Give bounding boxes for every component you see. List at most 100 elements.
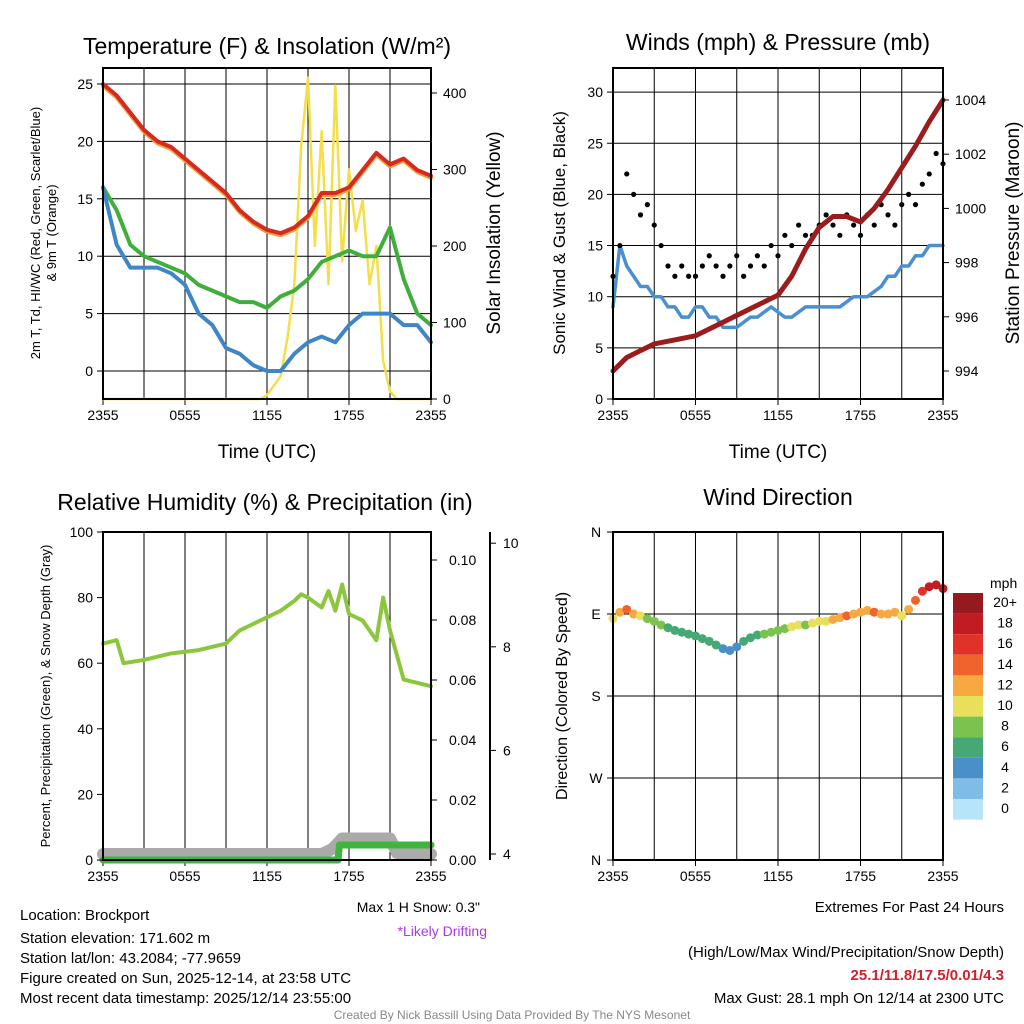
y-tick-label: 5 bbox=[85, 306, 93, 322]
footer-credit: Created By Nick Bassill Using Data Provi… bbox=[334, 1008, 691, 1022]
winds-ylabel: Sonic Wind & Gust (Blue, Black) bbox=[550, 111, 569, 355]
temperature-line bbox=[101, 82, 433, 236]
x-tick-label: 2355 bbox=[415, 868, 446, 884]
y-tick-label: 20 bbox=[587, 186, 603, 202]
gust-point bbox=[857, 232, 864, 238]
direction-point bbox=[794, 620, 804, 630]
direction-point bbox=[684, 629, 694, 639]
sonic-wind-line bbox=[611, 243, 945, 330]
plots-layer: 2355 0555 1155 1755 235505101520250100200300… bbox=[70, 67, 986, 884]
y2-tick-label: 994 bbox=[955, 363, 979, 379]
max-snow-note: Max 1 H Snow: 0.3" bbox=[357, 899, 480, 915]
y-tick-label: N bbox=[591, 524, 601, 540]
gust-point bbox=[761, 263, 767, 269]
info-created: Figure created on Sun, 2025-12-14, at 23… bbox=[20, 970, 351, 987]
direction-point bbox=[739, 636, 749, 646]
gust-point bbox=[699, 263, 705, 269]
direction-point bbox=[615, 607, 625, 617]
direction-point bbox=[663, 623, 673, 633]
gust-point bbox=[837, 232, 843, 238]
snow-depth-line bbox=[97, 832, 437, 860]
direction-point bbox=[752, 630, 762, 640]
gust-point bbox=[747, 263, 754, 269]
gust-point bbox=[933, 150, 939, 157]
x-tick-label: 2355 bbox=[927, 868, 958, 884]
y-tick-label: W bbox=[589, 770, 603, 786]
direction-point bbox=[842, 611, 852, 621]
direction-point bbox=[780, 624, 790, 634]
direction-point bbox=[622, 604, 632, 614]
temperature-ylabel-1: 2m T, Td, HI/WC (Red, Green, Scarlet/Blu… bbox=[28, 107, 43, 359]
x-tick-label: 1155 bbox=[763, 868, 793, 884]
x-tick-label: 2355 bbox=[927, 407, 958, 423]
plot-frame bbox=[102, 67, 432, 400]
y-tick-label: S bbox=[591, 688, 600, 704]
direction-point bbox=[697, 634, 707, 644]
y-tick-label: 20 bbox=[77, 133, 93, 149]
y-tick-label: 30 bbox=[587, 84, 603, 100]
gust-point bbox=[672, 273, 678, 279]
legend-label: 0 bbox=[1001, 800, 1009, 816]
direction-point bbox=[835, 613, 845, 623]
gust-point bbox=[802, 232, 809, 238]
gust-point bbox=[727, 263, 733, 269]
gust-point bbox=[720, 273, 726, 279]
x-tick-label: 2355 bbox=[597, 407, 628, 423]
info-latlon: Station lat/lon: 43.2084; -77.9659 bbox=[20, 950, 241, 967]
direction-point bbox=[904, 604, 914, 614]
direction-point bbox=[704, 636, 714, 646]
plot-frame bbox=[612, 67, 944, 400]
y2-tick-label: 0 bbox=[443, 391, 451, 407]
y-tick-label: 5 bbox=[595, 340, 603, 356]
gust-point bbox=[775, 253, 781, 259]
legend-label: 14 bbox=[997, 656, 1013, 672]
y-tick-label: 15 bbox=[77, 191, 93, 207]
info-elevation: Station elevation: 171.602 m bbox=[20, 930, 210, 947]
direction-point bbox=[766, 627, 776, 637]
x-tick-label: 1755 bbox=[333, 868, 364, 884]
x-tick-label: 1755 bbox=[845, 868, 876, 884]
humidity-title: Relative Humidity (%) & Precipitation (i… bbox=[57, 489, 472, 515]
x-tick-label: 0555 bbox=[680, 407, 711, 423]
extremes-max-gust: Max Gust: 28.1 mph On 12/14 at 2300 UTC bbox=[714, 990, 1004, 1007]
y-tick-label: 25 bbox=[77, 76, 93, 92]
y-tick-label: 25 bbox=[587, 135, 603, 151]
temperature-title: Temperature (F) & Insolation (W/m²) bbox=[83, 33, 451, 59]
gust-point bbox=[768, 242, 774, 249]
gust-point bbox=[631, 191, 637, 197]
temperature-xlabel: Time (UTC) bbox=[218, 442, 317, 463]
y2-tick-label: 0.00 bbox=[449, 852, 476, 868]
gust-point bbox=[892, 222, 898, 228]
direction-point bbox=[649, 616, 659, 626]
gust-point bbox=[637, 212, 644, 218]
direction-ylabel: Direction (Colored By Speed) bbox=[554, 592, 571, 800]
y2-tick-label: 0.04 bbox=[449, 732, 476, 748]
direction-point bbox=[629, 609, 639, 619]
direction-point bbox=[801, 620, 810, 630]
direction-point bbox=[718, 644, 728, 654]
gust-point bbox=[658, 242, 664, 249]
legend-swatch bbox=[953, 757, 983, 779]
solar-insolation-line bbox=[101, 76, 433, 401]
direction-point bbox=[732, 642, 742, 652]
gust-point bbox=[796, 222, 802, 228]
extremes-heading: Extremes For Past 24 Hours bbox=[815, 899, 1004, 916]
info-recent: Most recent data timestamp: 2025/12/14 2… bbox=[20, 990, 351, 1007]
legend-swatch bbox=[953, 654, 983, 676]
legend-label: 20+ bbox=[993, 594, 1017, 610]
legend-label: 10 bbox=[997, 697, 1013, 713]
legend-swatch bbox=[953, 613, 983, 635]
direction-point bbox=[773, 625, 783, 635]
y2-tick-label: 8 bbox=[503, 639, 511, 655]
gust-point bbox=[885, 212, 891, 218]
direction-point bbox=[911, 595, 920, 605]
y2-tick-label: 400 bbox=[443, 85, 467, 101]
gust-point bbox=[926, 171, 932, 177]
gust-point bbox=[823, 212, 829, 218]
gust-point bbox=[665, 263, 671, 269]
direction-point bbox=[883, 609, 893, 619]
x-tick-label: 2355 bbox=[87, 868, 118, 884]
y2-tick-label: 100 bbox=[443, 315, 467, 331]
gust-point bbox=[919, 181, 925, 187]
